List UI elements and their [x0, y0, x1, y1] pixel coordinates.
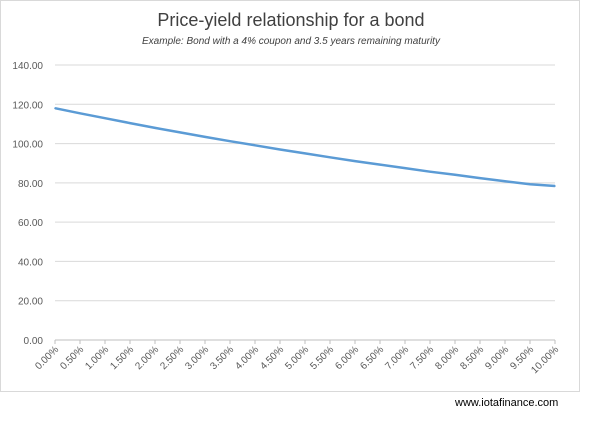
x-tick-label: 0.00%: [33, 344, 61, 372]
x-tick-label: 4.00%: [233, 344, 261, 372]
chart-subtitle: Example: Bond with a 4% coupon and 3.5 y…: [142, 36, 440, 47]
x-tick-label: 8.50%: [458, 344, 486, 372]
data-point: [154, 127, 156, 129]
x-tick-label: 1.50%: [108, 344, 136, 372]
y-tick-label: 20.00: [18, 297, 43, 308]
source-footer: www.iotafinance.com: [455, 397, 559, 409]
x-tick-label: 6.00%: [333, 344, 361, 372]
x-tick-label: 0.50%: [58, 344, 86, 372]
data-point: [229, 140, 231, 143]
data-point: [479, 177, 481, 179]
data-point: [254, 144, 256, 147]
x-tick-label: 5.50%: [308, 344, 336, 372]
x-tick-label: 7.00%: [383, 344, 411, 372]
chart-frame: Price-yield relationship for a bond Exam…: [0, 0, 580, 392]
data-point: [454, 174, 456, 176]
y-tick-label: 100.00: [12, 140, 43, 151]
x-tick-label: 5.00%: [283, 344, 311, 372]
data-point: [104, 117, 106, 120]
y-tick-label: 140.00: [12, 61, 43, 72]
chart-title: Price-yield relationship for a bond: [157, 10, 425, 30]
x-tick-label: 8.00%: [433, 344, 461, 372]
x-tick-label: 1.00%: [83, 344, 111, 372]
x-tick-label: 3.00%: [183, 344, 211, 372]
data-point: [504, 180, 506, 183]
series-line: [54, 106, 556, 188]
y-tick-label: 80.00: [18, 179, 43, 190]
y-tick-label: 0.00: [24, 336, 44, 347]
data-point: [279, 148, 281, 151]
data-point: [554, 185, 556, 187]
x-tick-label: 2.00%: [133, 344, 161, 372]
x-tick-label: 9.00%: [483, 344, 511, 372]
y-tick-label: 60.00: [18, 218, 43, 229]
x-tick-label: 10.00%: [529, 344, 561, 376]
x-tick-label: 4.50%: [258, 344, 286, 372]
x-tick-label: 7.50%: [408, 344, 436, 372]
x-tick-label: 2.50%: [158, 344, 186, 372]
data-point: [379, 163, 381, 166]
data-point: [79, 112, 81, 115]
chart-plot: 0.00 20.00 40.00 60.00 80.00 100.00 120.00 140.…: [12, 61, 561, 376]
data-point: [404, 167, 406, 169]
x-tick-label: 3.50%: [208, 344, 236, 372]
data-point: [304, 152, 306, 155]
data-point: [54, 107, 56, 110]
data-point: [354, 160, 356, 162]
data-point: [129, 122, 131, 124]
data-point: [204, 136, 206, 138]
data-point: [329, 156, 331, 159]
y-tick-label: 120.00: [12, 100, 43, 111]
data-point: [179, 131, 181, 134]
x-tick-label: 6.50%: [358, 344, 386, 372]
data-point: [529, 183, 531, 186]
data-point: [429, 170, 431, 173]
y-tick-label: 40.00: [18, 257, 43, 268]
